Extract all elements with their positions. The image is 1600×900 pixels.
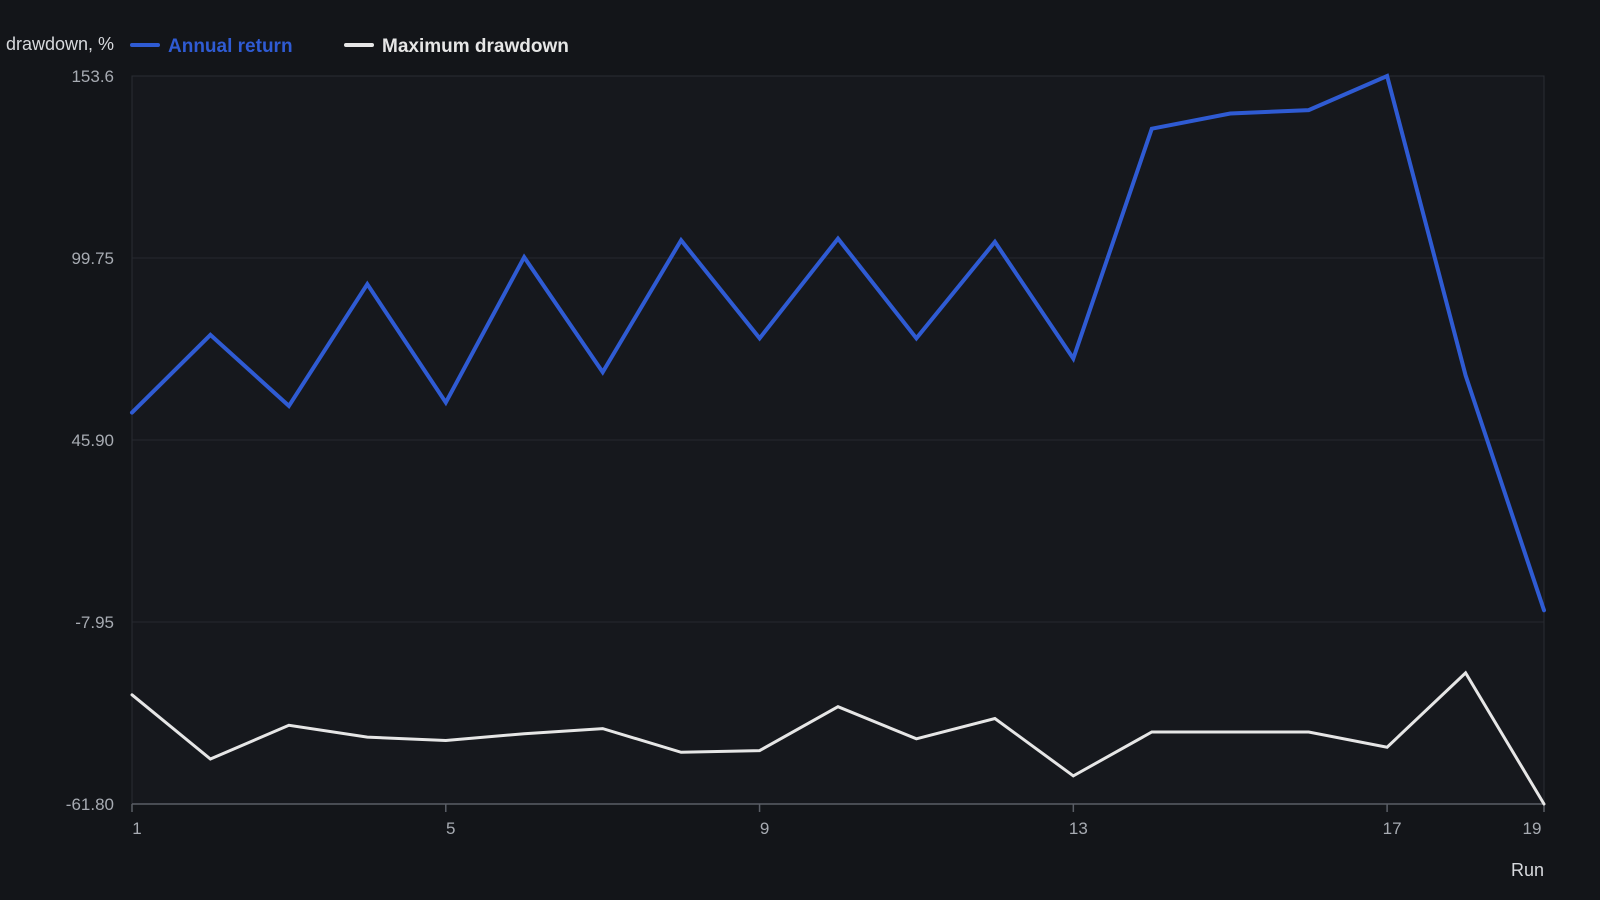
legend-label-annual-return: Annual return [168, 36, 293, 57]
x-tick-label: 17 [1383, 819, 1402, 838]
x-tick-label: 9 [760, 819, 769, 838]
y-tick-label: -7.95 [75, 613, 114, 632]
grid-lines [132, 257, 1544, 623]
y-axis-title: drawdown, % [6, 34, 114, 54]
x-tick-label: 5 [446, 819, 455, 838]
x-tick-label: 13 [1069, 819, 1088, 838]
y-tick-label: -61.80 [66, 795, 114, 814]
legend-label-maximum-drawdown: Maximum drawdown [382, 36, 569, 57]
y-axis: 153.6 99.75 45.90 -7.95 -61.80 [66, 67, 114, 814]
series-line-annual-return [130, 73, 1546, 613]
y-tick-label: 99.75 [71, 249, 114, 268]
y-tick-label: 153.6 [71, 67, 114, 86]
series-line-maximum-drawdown [130, 670, 1546, 806]
x-tick-label: 19 [1523, 819, 1542, 838]
x-tick-label: 1 [132, 819, 141, 838]
legend: Annual return Maximum drawdown [130, 36, 569, 57]
y-tick-label: 45.90 [71, 431, 114, 450]
series-lines [130, 73, 1546, 806]
x-axis: 1 5 9 13 17 19 [131, 803, 1545, 838]
x-axis-title: Run [1511, 860, 1544, 880]
